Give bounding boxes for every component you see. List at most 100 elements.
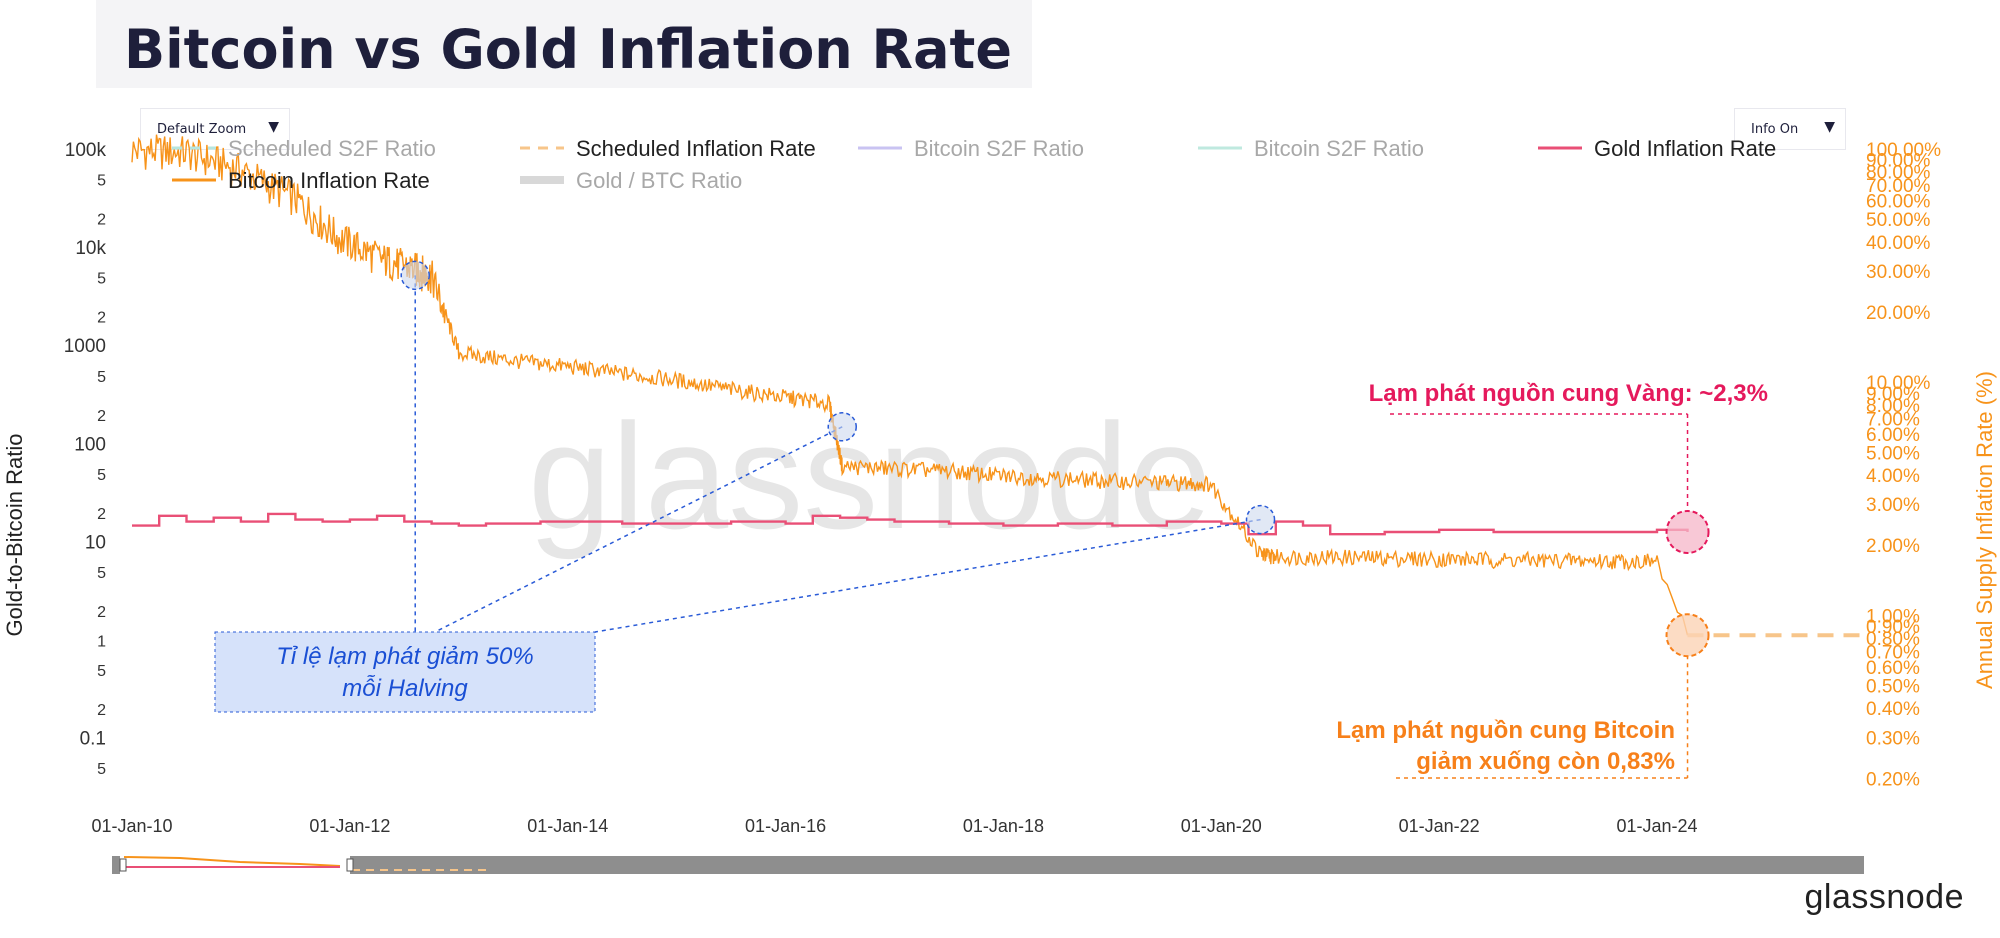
zoom-dropdown-label: Default Zoom bbox=[157, 122, 247, 137]
btc-note-line1: Lạm phát nguồn cung Bitcoin bbox=[1336, 717, 1675, 744]
left-tick-label: 2 bbox=[97, 506, 106, 523]
chevron-down-icon: ▼ bbox=[1824, 119, 1835, 135]
right-tick-label: 100.00% bbox=[1866, 140, 1941, 161]
right-tick-label: 90.00% bbox=[1866, 151, 1931, 172]
right-tick-label: 2.00% bbox=[1866, 536, 1920, 557]
range-slider-handle-right bbox=[346, 858, 354, 872]
left-axis-ticks: 100k 5 2 10k 5 2 1000 5 2 100 5 2 10 5 2 1 5 2 0.1 5 bbox=[64, 140, 107, 778]
left-axis-label: Gold-to-Bitcoin Ratio bbox=[2, 434, 27, 637]
watermark-text: glassnode bbox=[528, 392, 1212, 560]
legend-item-label: Scheduled Inflation Rate bbox=[576, 136, 816, 161]
right-tick-label: 0.80% bbox=[1866, 629, 1920, 650]
left-tick-label: 5 bbox=[97, 173, 106, 190]
halving-note-line1: Tỉ lệ lạm phát giảm 50% bbox=[276, 643, 533, 670]
left-tick-label: 5 bbox=[97, 271, 106, 288]
legend: Scheduled S2F Ratio Scheduled Inflation R… bbox=[172, 136, 1776, 193]
right-tick-label: 8.00% bbox=[1866, 396, 1920, 417]
x-tick-label: 01-Jan-22 bbox=[1399, 816, 1480, 836]
halving-marker bbox=[400, 260, 430, 291]
x-tick-label: 01-Jan-24 bbox=[1617, 816, 1698, 836]
legend-item-label: Gold / BTC Ratio bbox=[576, 168, 742, 193]
left-tick-label: 1 bbox=[97, 634, 106, 651]
series-line-gold-inflation bbox=[132, 512, 1689, 536]
right-tick-label: 10.00% bbox=[1866, 373, 1931, 394]
left-tick-label: 1000 bbox=[64, 336, 106, 357]
range-slider[interactable] bbox=[112, 856, 1864, 874]
x-tick-label: 01-Jan-18 bbox=[963, 816, 1044, 836]
right-tick-label: 7.00% bbox=[1866, 409, 1920, 430]
series-layer bbox=[131, 134, 1864, 638]
left-tick-label: 2 bbox=[97, 604, 106, 621]
right-tick-label: 80.00% bbox=[1866, 163, 1931, 184]
halving-note-box bbox=[214, 631, 596, 713]
right-tick-label: 0.60% bbox=[1866, 658, 1920, 679]
btc-endpoint-marker bbox=[1665, 613, 1710, 658]
range-slider-handle-left bbox=[119, 858, 127, 872]
right-tick-label: 4.00% bbox=[1866, 466, 1920, 487]
range-slider-window bbox=[120, 856, 350, 874]
title-background bbox=[96, 0, 1032, 88]
right-tick-label: 50.00% bbox=[1866, 210, 1931, 231]
brand-logo: glassnode bbox=[1804, 878, 1964, 916]
halving-marker bbox=[827, 412, 857, 442]
right-tick-label: 0.70% bbox=[1866, 642, 1920, 663]
left-tick-label: 10 bbox=[85, 532, 106, 553]
left-tick-label: 10k bbox=[75, 238, 106, 259]
right-tick-label: 0.90% bbox=[1866, 617, 1920, 638]
right-tick-label: 3.00% bbox=[1866, 495, 1920, 516]
info-dropdown[interactable]: Info On ▼ bbox=[1734, 108, 1846, 150]
right-tick-label: 0.30% bbox=[1866, 728, 1920, 749]
gold-endpoint-marker bbox=[1665, 510, 1710, 555]
right-tick-label: 5.00% bbox=[1866, 443, 1920, 464]
halving-connector bbox=[594, 518, 1261, 633]
left-tick-label: 2 bbox=[97, 702, 106, 719]
x-axis-ticks: 01-Jan-10 01-Jan-12 01-Jan-14 01-Jan-16 01-J… bbox=[91, 816, 1697, 836]
btc-note-line2: giảm xuống còn 0,83% bbox=[1416, 748, 1675, 775]
right-axis-label: Annual Supply Inflation Rate (%) bbox=[1972, 371, 1997, 689]
legend-item-label: Bitcoin Inflation Rate bbox=[228, 168, 430, 193]
right-tick-label: 70.00% bbox=[1866, 176, 1931, 197]
left-tick-label: 0.1 bbox=[80, 729, 106, 750]
right-tick-label: 1.00% bbox=[1866, 606, 1920, 627]
series-line-bitcoin-inflation bbox=[131, 134, 1689, 636]
left-tick-label: 100 bbox=[74, 434, 106, 455]
x-tick-label: 01-Jan-10 bbox=[91, 816, 172, 836]
right-tick-label: 0.50% bbox=[1866, 677, 1920, 698]
right-tick-label: 0.20% bbox=[1866, 769, 1920, 790]
right-tick-label: 6.00% bbox=[1866, 425, 1920, 446]
halving-marker bbox=[1245, 504, 1276, 535]
right-tick-label: 40.00% bbox=[1866, 233, 1931, 254]
range-slider-track bbox=[112, 856, 1864, 874]
right-tick-label: 0.40% bbox=[1866, 699, 1920, 720]
left-tick-label: 100k bbox=[65, 140, 107, 161]
legend-item-label: Bitcoin S2F Ratio bbox=[914, 136, 1084, 161]
annotation-layer: Tỉ lệ lạm phát giảm 50% mỗi Halving Lạm ph… bbox=[214, 260, 1768, 779]
left-tick-label: 2 bbox=[97, 310, 106, 327]
gold-note-text: Lạm phát nguồn cung Vàng: ~2,3% bbox=[1369, 380, 1768, 407]
x-tick-label: 01-Jan-20 bbox=[1181, 816, 1262, 836]
range-slider-preview-bitcoin bbox=[123, 856, 341, 867]
right-tick-label: 60.00% bbox=[1866, 192, 1931, 213]
info-dropdown-label: Info On bbox=[1751, 122, 1799, 137]
halving-note-line2: mỗi Halving bbox=[342, 674, 468, 702]
legend-item-label: Scheduled S2F Ratio bbox=[228, 136, 436, 161]
left-tick-label: 5 bbox=[97, 565, 106, 582]
x-tick-label: 01-Jan-12 bbox=[309, 816, 390, 836]
legend-item-label: Gold Inflation Rate bbox=[1594, 136, 1776, 161]
x-tick-label: 01-Jan-14 bbox=[527, 816, 608, 836]
left-tick-label: 2 bbox=[97, 212, 106, 229]
right-tick-label: 9.00% bbox=[1866, 384, 1920, 405]
legend-item-label: Bitcoin S2F Ratio bbox=[1254, 136, 1424, 161]
left-tick-label: 5 bbox=[97, 761, 106, 778]
right-tick-label: 30.00% bbox=[1866, 262, 1931, 283]
x-tick-label: 01-Jan-16 bbox=[745, 816, 826, 836]
left-tick-label: 5 bbox=[97, 663, 106, 680]
chart-title: Bitcoin vs Gold Inflation Rate bbox=[124, 18, 1012, 81]
left-tick-label: 2 bbox=[97, 408, 106, 425]
chevron-down-icon: ▼ bbox=[268, 119, 279, 135]
left-tick-label: 5 bbox=[97, 369, 106, 386]
left-tick-label: 5 bbox=[97, 467, 106, 484]
right-axis-ticks: 100.00%90.00%80.00%70.00%60.00%50.00%40.… bbox=[1866, 140, 1941, 790]
right-tick-label: 20.00% bbox=[1866, 303, 1931, 324]
